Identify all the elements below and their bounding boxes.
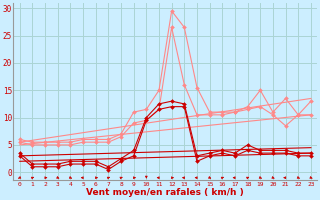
X-axis label: Vent moyen/en rafales ( km/h ): Vent moyen/en rafales ( km/h ) bbox=[86, 188, 244, 197]
